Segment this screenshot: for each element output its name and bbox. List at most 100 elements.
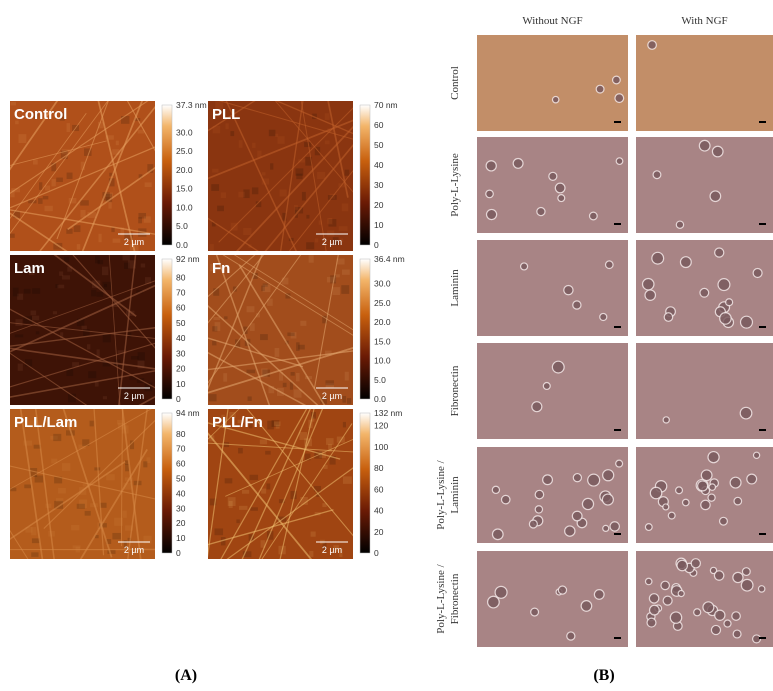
colorbar-tick-label: 36.4 nm	[374, 254, 405, 264]
fiber	[0, 193, 230, 247]
cell	[700, 469, 713, 482]
texture	[23, 316, 33, 324]
texture	[99, 523, 107, 528]
texture	[127, 537, 132, 543]
texture	[223, 373, 228, 382]
cell	[572, 472, 583, 483]
fiber	[0, 309, 223, 498]
fiber	[37, 449, 147, 630]
texture	[42, 195, 49, 200]
colorbar-tick-label: 10.0	[374, 356, 391, 366]
texture	[125, 525, 133, 531]
micrograph	[636, 447, 773, 543]
texture	[86, 344, 91, 350]
afm-image	[97, 341, 456, 654]
texture	[296, 373, 300, 382]
texture	[140, 263, 146, 268]
texture	[342, 395, 347, 403]
cell	[531, 401, 543, 413]
texture	[278, 499, 285, 504]
cell	[512, 157, 524, 169]
texture	[317, 171, 326, 180]
texture	[122, 255, 130, 261]
cell	[711, 145, 724, 158]
panel-label: (A)	[175, 667, 197, 684]
texture	[249, 323, 255, 331]
texture	[28, 200, 37, 204]
cell	[679, 256, 692, 269]
cell	[663, 312, 674, 322]
colorbar-tick-label: 70	[176, 287, 186, 297]
texture	[242, 551, 252, 558]
cell	[681, 498, 690, 507]
cell	[662, 416, 670, 424]
texture	[327, 218, 333, 224]
texture	[53, 433, 62, 442]
texture	[278, 372, 284, 381]
scale-bar	[759, 533, 766, 535]
cell	[732, 629, 742, 639]
colorbar-tick-label: 30	[374, 180, 384, 190]
colorbar-tick-label: 0	[176, 394, 181, 404]
scale-bar	[759, 121, 766, 123]
fiber	[239, 265, 348, 444]
texture	[290, 371, 295, 376]
texture	[44, 205, 53, 212]
fiber	[177, 0, 311, 282]
texture	[112, 149, 120, 155]
cell	[551, 360, 565, 374]
fiber	[162, 440, 456, 458]
micrograph-field	[636, 35, 773, 131]
texture	[274, 133, 279, 137]
texture	[341, 285, 350, 294]
texture	[38, 198, 43, 204]
micrograph-field	[636, 343, 773, 439]
cell	[554, 182, 566, 194]
cell	[708, 483, 717, 491]
texture	[236, 519, 240, 524]
texture	[27, 420, 37, 428]
scale-bar	[614, 533, 621, 535]
texture	[52, 311, 58, 315]
cell	[707, 493, 716, 502]
cell	[723, 619, 732, 628]
texture	[300, 320, 307, 326]
scale-bar	[759, 223, 766, 225]
texture	[290, 332, 297, 339]
texture	[246, 369, 256, 374]
fiber	[314, 212, 346, 389]
cell	[593, 589, 605, 600]
cell	[739, 315, 754, 329]
colorbar-tick-label: 20.0	[374, 317, 391, 327]
colorbar	[161, 258, 173, 400]
texture	[210, 264, 216, 272]
texture	[30, 310, 37, 316]
fiber	[221, 341, 341, 607]
texture	[10, 189, 15, 198]
texture	[342, 476, 352, 484]
fiber	[128, 334, 487, 380]
cell	[551, 95, 560, 104]
fiber	[0, 254, 204, 415]
scale-bar-label: 2 µm	[322, 237, 342, 247]
texture	[25, 359, 33, 367]
cell	[697, 480, 709, 492]
texture	[94, 380, 99, 387]
colorbar-tick-label: 37.3 nm	[176, 100, 207, 110]
texture	[330, 275, 337, 284]
texture	[34, 475, 44, 483]
texture	[97, 121, 104, 129]
panel-label: (B)	[593, 667, 614, 684]
texture	[143, 461, 148, 468]
texture	[224, 478, 233, 484]
texture	[128, 332, 132, 338]
texture	[84, 510, 91, 516]
micrograph	[636, 551, 773, 647]
fiber	[175, 414, 340, 459]
texture	[281, 277, 289, 285]
fiber	[44, 372, 205, 528]
colorbar-tick-label: 30.0	[374, 279, 391, 289]
texture	[221, 414, 225, 422]
fiber	[97, 457, 369, 654]
afm-image	[10, 372, 205, 630]
